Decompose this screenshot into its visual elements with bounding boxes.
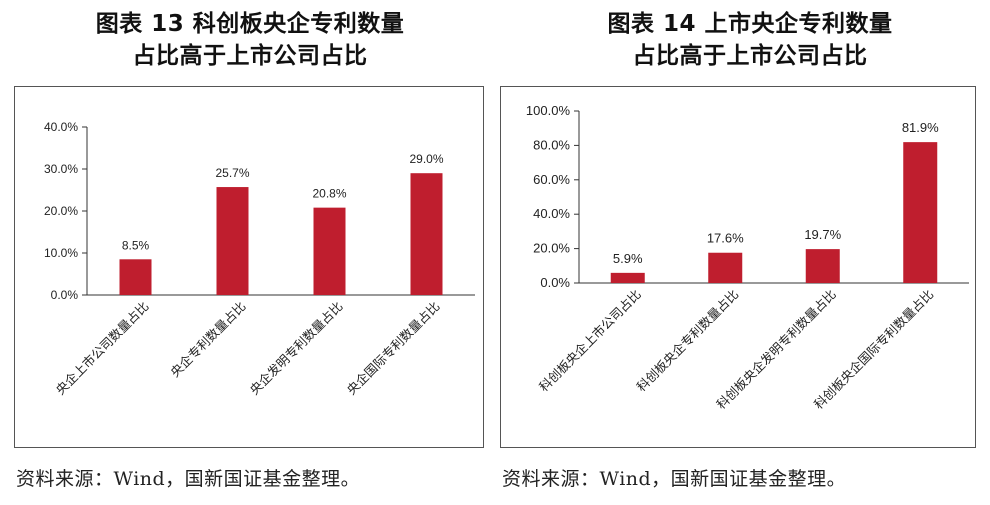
y-tick-label: 20.0% bbox=[44, 204, 78, 218]
data-label: 8.5% bbox=[122, 238, 150, 252]
data-label: 20.8% bbox=[312, 187, 346, 201]
bar bbox=[410, 173, 443, 295]
x-category-label: 央企国际专利数量占比 bbox=[344, 299, 443, 398]
figure-13-chart: 0.0% 10.0% 20.0% 30.0% 40.0% 8.5% 央企上市公司数量占比 25… bbox=[44, 120, 475, 398]
x-category-label: 央企发明专利数量占比 bbox=[247, 299, 346, 398]
y-tick-label: 40.0% bbox=[533, 206, 570, 221]
y-tick-label: 0.0% bbox=[540, 275, 570, 290]
y-tick-label: 0.0% bbox=[51, 288, 79, 302]
data-label: 29.0% bbox=[409, 152, 443, 166]
x-category-label: 央企上市公司数量占比 bbox=[53, 299, 152, 398]
bar bbox=[313, 207, 346, 295]
x-category-label: 科创板央企专利数量占比 bbox=[634, 287, 742, 395]
bar bbox=[610, 272, 645, 283]
figure-14-title-line2: 占比高于上市公司占比 bbox=[632, 43, 868, 69]
y-tick-label: 60.0% bbox=[533, 172, 570, 187]
y-tick-label: 40.0% bbox=[44, 120, 78, 134]
data-label: 19.7% bbox=[804, 227, 841, 242]
bar bbox=[119, 259, 152, 295]
figure-13-title: 图表 13 科创板央企专利数量 占比高于上市公司占比 bbox=[40, 8, 460, 72]
figure-13-title-line1: 图表 13 科创板央企专利数量 bbox=[95, 11, 405, 37]
y-tick-label: 10.0% bbox=[44, 246, 78, 260]
data-label: 17.6% bbox=[707, 231, 744, 246]
x-category-label: 科创板央企上市公司占比 bbox=[536, 287, 644, 395]
figure-13-source: 资料来源：Wind，国新国证基金整理。 bbox=[16, 468, 361, 490]
y-tick-label: 80.0% bbox=[533, 137, 570, 152]
figure-13-chart-box: 0.0% 10.0% 20.0% 30.0% 40.0% 8.5% 央企上市公司数量占比 25… bbox=[14, 86, 484, 448]
bar bbox=[216, 187, 249, 295]
figure-14-title: 图表 14 上市央企专利数量 占比高于上市公司占比 bbox=[540, 8, 960, 72]
figure-13-title-line2: 占比高于上市公司占比 bbox=[132, 43, 368, 69]
x-category-label: 央企专利数量占比 bbox=[167, 299, 248, 380]
y-tick-label: 30.0% bbox=[44, 162, 78, 176]
figure-14-source: 资料来源：Wind，国新国证基金整理。 bbox=[502, 468, 847, 490]
data-label: 81.9% bbox=[902, 120, 939, 135]
y-tick-label: 100.0% bbox=[526, 103, 571, 118]
figure-14-title-line1: 图表 14 上市央企专利数量 bbox=[607, 11, 893, 37]
bar bbox=[805, 249, 840, 283]
data-label: 5.9% bbox=[613, 251, 643, 266]
bar bbox=[903, 142, 938, 283]
bar bbox=[708, 252, 743, 283]
data-label: 25.7% bbox=[215, 166, 249, 180]
figure-14-chart-box: 0.0% 20.0% 40.0% 60.0% 80.0% 100.0% 5.9% 科创板央企上… bbox=[500, 86, 976, 448]
y-tick-label: 20.0% bbox=[533, 241, 570, 256]
figure-14-chart: 0.0% 20.0% 40.0% 60.0% 80.0% 100.0% 5.9% 科创板央企上… bbox=[526, 103, 969, 412]
